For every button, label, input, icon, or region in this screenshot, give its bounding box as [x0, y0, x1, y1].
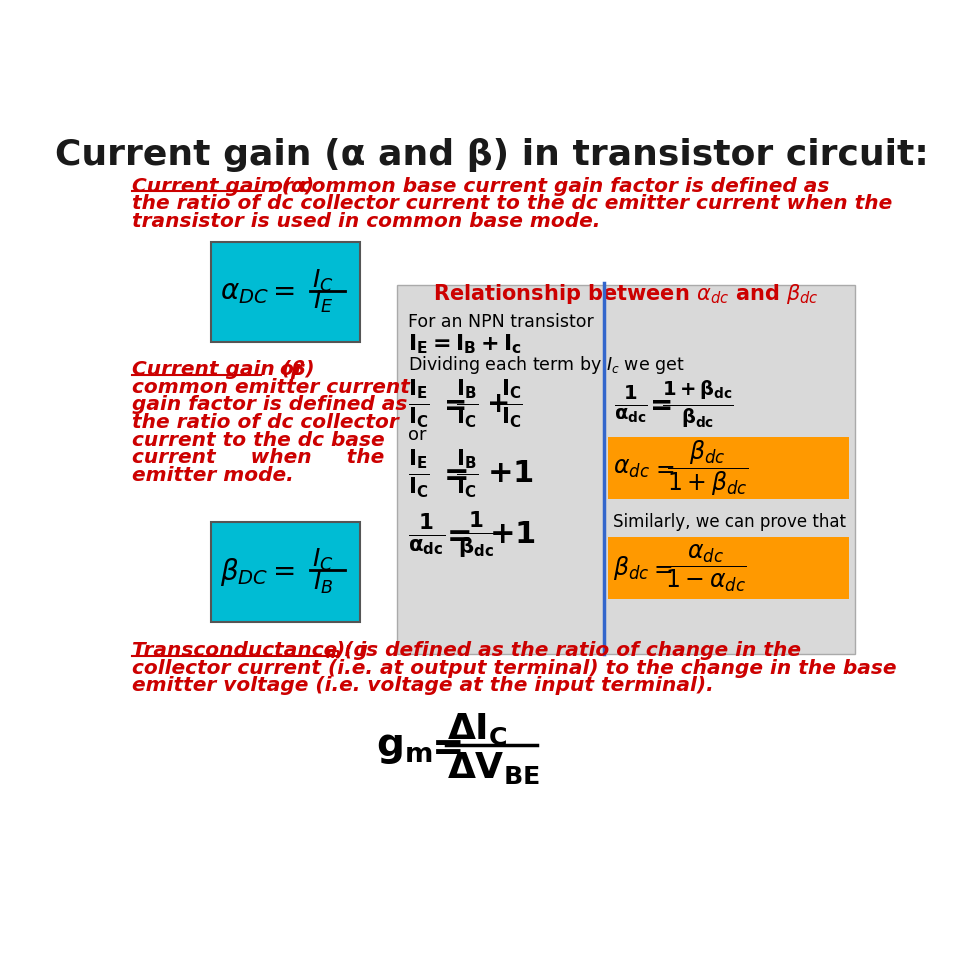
- Text: $\mathbf{g_m}$: $\mathbf{g_m}$: [375, 728, 432, 766]
- Text: Current gain (α and β) in transistor circuit:: Current gain (α and β) in transistor cir…: [55, 138, 929, 172]
- Text: $\mathbf{=}$: $\mathbf{=}$: [644, 390, 672, 418]
- FancyBboxPatch shape: [609, 538, 849, 599]
- Text: $\alpha_{DC}$: $\alpha_{DC}$: [220, 278, 269, 306]
- Text: $\beta_{DC}$: $\beta_{DC}$: [220, 556, 268, 588]
- Text: $\mathbf{\frac{I_B}{I_C}}$: $\mathbf{\frac{I_B}{I_C}}$: [456, 377, 478, 430]
- Text: $\dfrac{\alpha_{dc}}{1-\alpha_{dc}}$: $\dfrac{\alpha_{dc}}{1-\alpha_{dc}}$: [665, 542, 747, 594]
- Text: the ratio of dc collector: the ratio of dc collector: [132, 413, 398, 432]
- Text: common emitter current: common emitter current: [132, 377, 410, 396]
- FancyBboxPatch shape: [397, 284, 854, 654]
- Text: $=$: $=$: [651, 456, 675, 480]
- FancyBboxPatch shape: [211, 522, 360, 622]
- Text: $\mathbf{\frac{I_E}{I_C}}$: $\mathbf{\frac{I_E}{I_C}}$: [408, 377, 430, 430]
- Text: $\mathbf{=}$: $\mathbf{=}$: [441, 520, 471, 549]
- Text: $\mathbf{+1}$: $\mathbf{+1}$: [489, 520, 536, 549]
- Text: $\mathbf{=}$: $\mathbf{=}$: [438, 459, 468, 488]
- Text: $\mathbf{=}$: $\mathbf{=}$: [423, 728, 462, 766]
- Text: $\dfrac{\beta_{dc}}{1+\beta_{dc}}$: $\dfrac{\beta_{dc}}{1+\beta_{dc}}$: [667, 438, 749, 497]
- Text: $\mathbf{\frac{1}{\alpha_{dc}}}$: $\mathbf{\frac{1}{\alpha_{dc}}}$: [614, 383, 648, 425]
- Text: $\mathbf{+1}$: $\mathbf{+1}$: [488, 459, 534, 488]
- Text: or common base current gain factor is defined as: or common base current gain factor is de…: [262, 177, 829, 196]
- Text: $I_B$: $I_B$: [313, 569, 333, 596]
- Text: $\mathbf{\frac{I_B}{I_C}}$: $\mathbf{\frac{I_B}{I_C}}$: [456, 447, 478, 499]
- Text: Dividing each term by $I_c$ we get: Dividing each term by $I_c$ we get: [408, 354, 684, 376]
- Text: $\mathbf{+}$: $\mathbf{+}$: [486, 390, 508, 418]
- Text: $\mathbf{\Delta V_{BE}}$: $\mathbf{\Delta V_{BE}}$: [447, 750, 540, 786]
- Text: ): is defined as the ratio of change in the: ): is defined as the ratio of change in …: [335, 641, 802, 660]
- FancyBboxPatch shape: [211, 242, 360, 343]
- Text: $\mathbf{=}$: $\mathbf{=}$: [438, 390, 466, 418]
- Text: $\mathbf{\Delta I_C}$: $\mathbf{\Delta I_C}$: [447, 712, 508, 747]
- Text: $I_C$: $I_C$: [312, 546, 334, 572]
- Text: $I_E$: $I_E$: [313, 289, 333, 316]
- Text: $\mathbf{\frac{1}{\beta_{dc}}}$: $\mathbf{\frac{1}{\beta_{dc}}}$: [458, 510, 495, 560]
- Text: gain factor is defined as: gain factor is defined as: [132, 396, 407, 414]
- Text: $I_C$: $I_C$: [312, 268, 334, 294]
- Text: $\mathbf{\frac{1+\beta_{dc}}{\beta_{dc}}}$: $\mathbf{\frac{1+\beta_{dc}}{\beta_{dc}}…: [662, 378, 734, 430]
- Text: =: =: [274, 558, 297, 586]
- Text: collector current (i.e. at output terminal) to the change in the base: collector current (i.e. at output termin…: [132, 659, 896, 678]
- Text: current     when     the: current when the: [132, 448, 384, 468]
- Text: or: or: [408, 425, 427, 444]
- Text: $\mathbf{I_E = I_B + I_c}$: $\mathbf{I_E = I_B + I_c}$: [408, 333, 522, 356]
- FancyBboxPatch shape: [609, 437, 849, 498]
- Text: Relationship between $\alpha_{dc}$ and $\beta_{dc}$: Relationship between $\alpha_{dc}$ and $…: [433, 282, 819, 306]
- Text: $\alpha_{dc}$: $\alpha_{dc}$: [612, 456, 650, 480]
- Text: $\mathbf{\frac{I_E}{I_C}}$: $\mathbf{\frac{I_E}{I_C}}$: [408, 447, 430, 499]
- Text: Similarly, we can prove that: Similarly, we can prove that: [612, 513, 846, 531]
- Text: the ratio of dc collector current to the dc emitter current when the: the ratio of dc collector current to the…: [132, 194, 892, 213]
- Text: or: or: [266, 360, 303, 379]
- Text: transistor is used in common base mode.: transistor is used in common base mode.: [132, 212, 600, 231]
- Text: $\mathbf{\frac{I_C}{I_C}}$: $\mathbf{\frac{I_C}{I_C}}$: [501, 377, 523, 430]
- Text: For an NPN transistor: For an NPN transistor: [408, 313, 594, 330]
- Text: m: m: [325, 647, 340, 661]
- Text: Transconductance (g: Transconductance (g: [132, 641, 368, 660]
- Text: Current gain (β): Current gain (β): [132, 360, 314, 379]
- Text: Current gain (α): Current gain (α): [132, 177, 314, 196]
- Text: =: =: [274, 278, 297, 306]
- Text: emitter mode.: emitter mode.: [132, 466, 294, 485]
- Text: current to the dc base: current to the dc base: [132, 431, 384, 449]
- Text: $\beta_{dc}$: $\beta_{dc}$: [612, 554, 649, 582]
- Text: $\mathbf{\frac{1}{\alpha_{dc}}}$: $\mathbf{\frac{1}{\alpha_{dc}}}$: [408, 512, 445, 558]
- Text: emitter voltage (i.e. voltage at the input terminal).: emitter voltage (i.e. voltage at the inp…: [132, 676, 713, 695]
- Text: $=$: $=$: [649, 556, 672, 580]
